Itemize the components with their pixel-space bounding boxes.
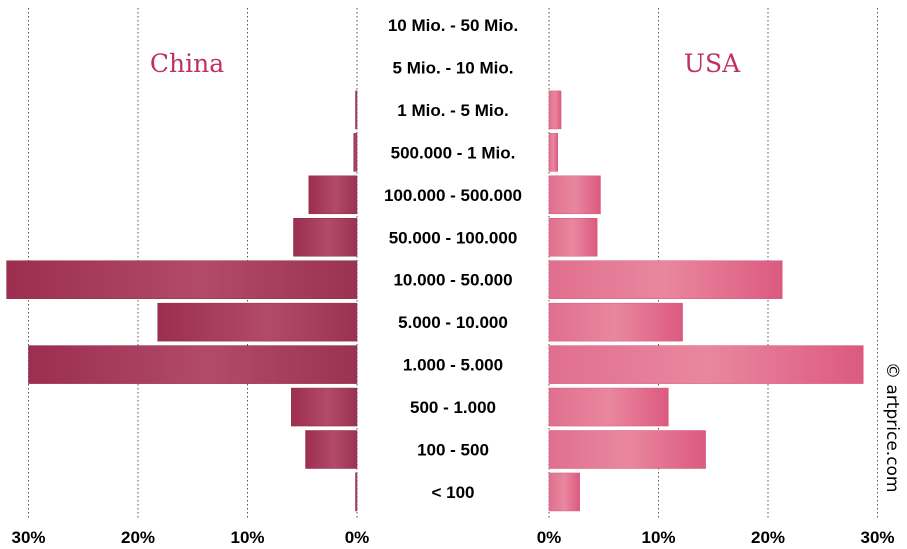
category-label: 100.000 - 500.000 bbox=[384, 186, 522, 205]
bar-china bbox=[353, 133, 358, 172]
copyright-credit: © artprice.com bbox=[882, 362, 902, 493]
bar-china bbox=[157, 302, 358, 342]
bar-china bbox=[293, 218, 358, 257]
axis-tick-labels: 30% 20% 10% 0% 0% 10% 20% 30% bbox=[11, 528, 894, 547]
bar-usa bbox=[548, 472, 580, 512]
axis-tick-label: 30% bbox=[11, 528, 45, 547]
bar-usa bbox=[548, 387, 669, 427]
axis-tick-label: 20% bbox=[751, 528, 785, 547]
series-label-usa: USA bbox=[684, 49, 741, 78]
bar-usa bbox=[548, 133, 559, 172]
axis-tick-label: 20% bbox=[121, 528, 155, 547]
axis-tick-label: 10% bbox=[230, 528, 264, 547]
category-label: 1.000 - 5.000 bbox=[403, 356, 503, 375]
category-label: 500.000 - 1 Mio. bbox=[391, 143, 516, 162]
category-label: 5.000 - 10.000 bbox=[398, 313, 508, 332]
bar-china bbox=[6, 260, 358, 299]
axis-tick-label: 0% bbox=[537, 528, 562, 547]
bar-china bbox=[355, 90, 358, 130]
category-label: 50.000 - 100.000 bbox=[389, 228, 518, 247]
series-label-china: China bbox=[150, 49, 224, 78]
category-label: 10 Mio. - 50 Mio. bbox=[388, 16, 518, 35]
bar-china bbox=[291, 387, 358, 427]
axis-tick-label: 10% bbox=[641, 528, 675, 547]
axis-tick-label: 30% bbox=[860, 528, 894, 547]
bar-china bbox=[28, 345, 358, 384]
bar-usa bbox=[548, 345, 864, 384]
category-label: < 100 bbox=[431, 483, 474, 502]
category-label: 1 Mio. - 5 Mio. bbox=[397, 101, 508, 120]
axis-tick-label: 0% bbox=[345, 528, 370, 547]
bar-china bbox=[355, 472, 358, 512]
bar-usa bbox=[548, 90, 562, 130]
bar-usa bbox=[548, 218, 598, 257]
bar-usa bbox=[548, 302, 683, 342]
bar-usa bbox=[548, 175, 601, 215]
category-label: 5 Mio. - 10 Mio. bbox=[393, 58, 514, 77]
bar-china bbox=[305, 430, 358, 469]
bar-usa bbox=[548, 260, 783, 299]
category-label: 10.000 - 50.000 bbox=[393, 271, 512, 290]
category-labels: 10 Mio. - 50 Mio. 5 Mio. - 10 Mio. 1 Mio. … bbox=[384, 16, 522, 502]
bar-china bbox=[308, 175, 358, 215]
category-label: 100 - 500 bbox=[417, 441, 489, 460]
bar-usa bbox=[548, 430, 706, 469]
category-label: 500 - 1.000 bbox=[410, 398, 496, 417]
bars bbox=[6, 90, 864, 512]
